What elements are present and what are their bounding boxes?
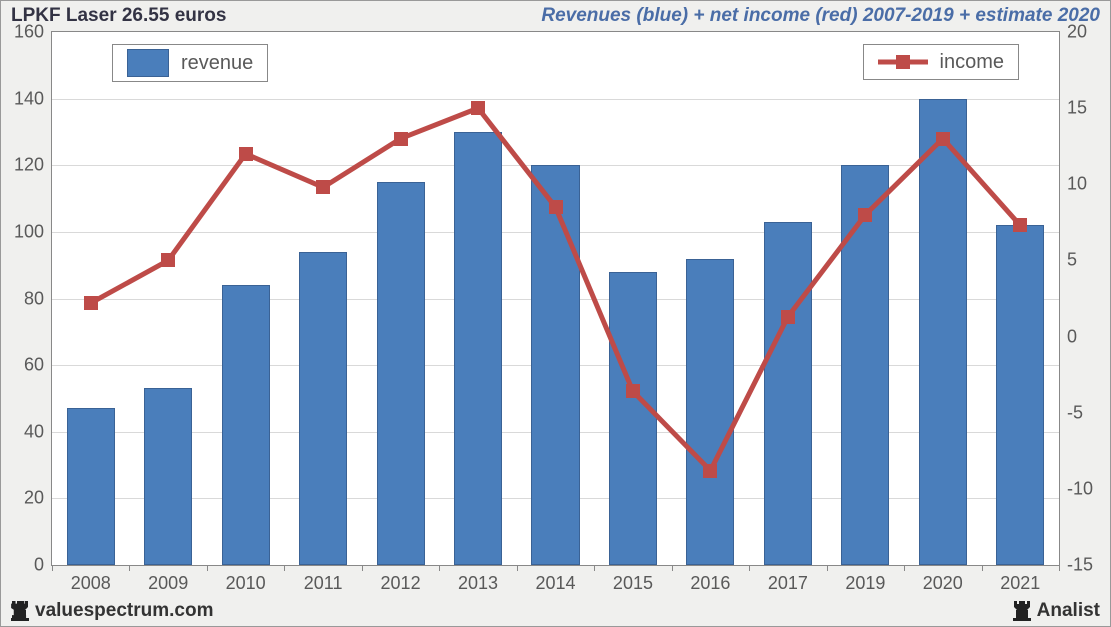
y-right-tick: 0: [1059, 326, 1077, 347]
x-tick-label: 2016: [690, 565, 730, 594]
income-marker: [471, 101, 485, 115]
y-right-tick: -10: [1059, 478, 1093, 499]
legend-revenue: revenue: [112, 44, 268, 82]
income-marker: [858, 208, 872, 222]
chart-container: LPKF Laser 26.55 euros Revenues (blue) +…: [0, 0, 1111, 627]
y-left-tick: 20: [24, 488, 52, 509]
footer-right: Analist: [1013, 600, 1100, 622]
x-tick-label: 2020: [923, 565, 963, 594]
rook-icon: [11, 601, 29, 621]
x-tick-mark: [672, 565, 673, 571]
x-tick-label: 2013: [458, 565, 498, 594]
x-tick-label: 2011: [304, 565, 343, 594]
legend-revenue-swatch: [127, 49, 169, 77]
footer-left-text: valuespectrum.com: [35, 600, 213, 622]
legend-income: income: [863, 44, 1019, 80]
footer-right-text: Analist: [1037, 600, 1100, 622]
income-marker: [781, 310, 795, 324]
income-line: [52, 32, 1059, 565]
y-right-tick: 10: [1059, 174, 1087, 195]
income-marker: [316, 180, 330, 194]
title-bar: LPKF Laser 26.55 euros Revenues (blue) +…: [1, 1, 1110, 29]
x-tick-mark: [594, 565, 595, 571]
rook-icon: [1013, 601, 1031, 621]
y-right-tick: -15: [1059, 555, 1093, 576]
x-tick-mark: [284, 565, 285, 571]
plot-wrap: 020406080100120140160-15-10-505101520200…: [51, 31, 1060, 566]
x-tick-mark: [129, 565, 130, 571]
income-marker: [936, 132, 950, 146]
legend-revenue-label: revenue: [181, 52, 253, 75]
income-marker: [161, 253, 175, 267]
x-tick-label: 2021: [1000, 565, 1040, 594]
x-tick-label: 2015: [613, 565, 653, 594]
income-marker: [626, 384, 640, 398]
y-left-tick: 160: [14, 22, 52, 43]
x-tick-mark: [207, 565, 208, 571]
income-marker: [1013, 218, 1027, 232]
x-tick-mark: [749, 565, 750, 571]
y-left-tick: 0: [34, 555, 52, 576]
income-marker: [84, 296, 98, 310]
y-left-tick: 40: [24, 421, 52, 442]
footer-left: valuespectrum.com: [11, 600, 213, 622]
income-marker: [239, 147, 253, 161]
x-tick-mark: [517, 565, 518, 571]
x-tick-mark: [827, 565, 828, 571]
x-tick-label: 2017: [768, 565, 808, 594]
y-right-tick: 20: [1059, 22, 1087, 43]
y-right-tick: 15: [1059, 98, 1087, 119]
y-left-tick: 80: [24, 288, 52, 309]
income-marker: [394, 132, 408, 146]
y-left-tick: 140: [14, 88, 52, 109]
x-tick-mark: [1059, 565, 1060, 571]
x-tick-mark: [439, 565, 440, 571]
income-marker: [549, 200, 563, 214]
y-right-tick: 5: [1059, 250, 1077, 271]
income-marker: [703, 464, 717, 478]
x-tick-label: 2010: [226, 565, 266, 594]
y-right-tick: -5: [1059, 402, 1083, 423]
x-tick-mark: [904, 565, 905, 571]
x-tick-label: 2012: [381, 565, 421, 594]
footer: valuespectrum.com Analist: [1, 598, 1110, 626]
legend-income-label: income: [940, 51, 1004, 74]
y-left-tick: 60: [24, 355, 52, 376]
title-right: Revenues (blue) + net income (red) 2007-…: [541, 5, 1100, 27]
y-left-tick: 120: [14, 155, 52, 176]
x-tick-mark: [52, 565, 53, 571]
x-tick-label: 2008: [71, 565, 111, 594]
plot-area: 020406080100120140160-15-10-505101520200…: [51, 31, 1060, 566]
legend-income-swatch: [878, 49, 928, 75]
x-tick-mark: [362, 565, 363, 571]
x-tick-mark: [982, 565, 983, 571]
x-tick-label: 2009: [148, 565, 188, 594]
x-tick-label: 2014: [535, 565, 575, 594]
y-left-tick: 100: [14, 221, 52, 242]
x-tick-label: 2019: [845, 565, 885, 594]
